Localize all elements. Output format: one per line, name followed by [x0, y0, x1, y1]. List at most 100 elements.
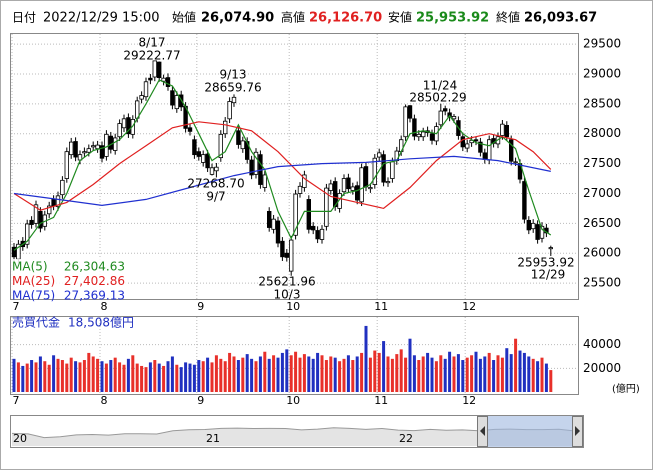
- volume-bar: [148, 362, 152, 392]
- navigator-label: 20: [13, 432, 27, 445]
- volume-bar: [417, 360, 421, 392]
- volume-bar: [285, 349, 289, 392]
- volume-bar: [531, 358, 535, 392]
- y-tick-label: 27500: [583, 156, 621, 170]
- legend-name: MA(75): [12, 289, 55, 303]
- annotation: 28659.76: [204, 81, 261, 95]
- volume-bar: [465, 357, 469, 392]
- candle-body: [293, 193, 298, 236]
- volume-bar: [390, 358, 394, 392]
- candle-body: [341, 178, 347, 193]
- annotation: 9/13: [220, 68, 247, 82]
- volume-bar: [342, 358, 346, 392]
- candle-body: [508, 139, 514, 162]
- volume-bar: [522, 352, 526, 392]
- candle-body: [130, 119, 135, 135]
- y-tick-label: 26000: [583, 246, 621, 260]
- volume-bar: [267, 358, 271, 392]
- candle-body: [64, 151, 69, 179]
- volume-bar: [140, 365, 144, 392]
- candle-body: [205, 153, 210, 169]
- candle-body: [148, 77, 153, 81]
- candle-body: [539, 225, 545, 239]
- volume-bar: [38, 356, 42, 392]
- volume-bar: [91, 356, 95, 392]
- volume-bar: [496, 355, 500, 392]
- candle-body: [403, 106, 408, 138]
- candle-body: [376, 152, 382, 158]
- x-tick-label: 10: [286, 394, 300, 407]
- volume-bar: [324, 360, 328, 392]
- candle-body: [108, 135, 113, 150]
- volume-bar: [30, 360, 34, 392]
- volume-bar: [351, 360, 355, 392]
- candle-body: [86, 148, 91, 153]
- volume-bar: [386, 356, 390, 392]
- candle-body: [99, 145, 105, 159]
- volume-bar: [518, 350, 522, 392]
- candle-body: [200, 154, 206, 163]
- volume-bar: [448, 351, 452, 392]
- annotation: 8/17: [139, 36, 166, 50]
- candle-body: [482, 152, 487, 160]
- volume-bar: [272, 355, 276, 392]
- volume-bar: [483, 356, 487, 392]
- volume-bar: [461, 360, 465, 392]
- candle-body: [486, 139, 492, 161]
- candle-body: [117, 123, 122, 138]
- candle-body: [95, 144, 100, 150]
- legend-value: 27,369.13: [64, 289, 125, 303]
- volume-bar: [408, 338, 412, 392]
- navigator-selection[interactable]: [488, 416, 572, 447]
- header-label: 終値: [496, 10, 520, 25]
- volume-bar: [540, 357, 544, 392]
- candle-body: [310, 225, 316, 231]
- x-tick-label: 12: [462, 394, 476, 407]
- x-tick-label: 7: [13, 300, 20, 313]
- annotation: 28502.29: [409, 91, 466, 105]
- volume-bar: [421, 356, 425, 392]
- volume-bar: [25, 363, 29, 392]
- volume-bar: [544, 363, 548, 392]
- candle-body: [51, 199, 56, 207]
- volume-bar: [60, 360, 64, 392]
- candle-body: [209, 167, 215, 175]
- candle-body: [324, 187, 329, 227]
- volume-bar: [280, 352, 284, 392]
- candle-body: [249, 159, 254, 176]
- legend-value: 26,304.63: [64, 260, 125, 274]
- volume-bar: [162, 365, 166, 392]
- volume-bar: [16, 362, 20, 392]
- volume-bar: [470, 355, 474, 392]
- volume-bar: [241, 357, 245, 392]
- x-tick-label: 11: [374, 300, 388, 313]
- candle-body: [522, 181, 527, 220]
- candle-body: [359, 167, 364, 203]
- volume-bar: [382, 341, 386, 392]
- candle-body: [253, 151, 259, 175]
- x-tick-label: 12: [462, 300, 476, 313]
- volume-bar: [373, 350, 377, 392]
- volume-bar: [254, 361, 258, 392]
- candle-body: [460, 136, 465, 148]
- volume-bar: [276, 357, 280, 392]
- annotation: 25953.92: [517, 256, 574, 270]
- candle-body: [315, 230, 320, 240]
- navigator-label: 21: [206, 432, 220, 445]
- y-tick-label: 29000: [583, 67, 621, 81]
- volume-bar: [43, 361, 47, 392]
- candle-body: [385, 181, 391, 184]
- candle-body: [500, 123, 505, 136]
- volume-bar: [223, 361, 227, 392]
- candle-body: [143, 81, 149, 98]
- volume-bar: [320, 355, 324, 392]
- volume-bar: [219, 358, 223, 392]
- candle-body: [302, 174, 307, 188]
- candle-body: [262, 174, 267, 188]
- candle-body: [139, 95, 144, 100]
- y-tick-label: 20000: [583, 361, 621, 375]
- candle-body: [47, 205, 52, 215]
- volume-bar: [549, 370, 553, 392]
- volume-bar: [456, 354, 460, 392]
- volume-bar: [245, 354, 249, 392]
